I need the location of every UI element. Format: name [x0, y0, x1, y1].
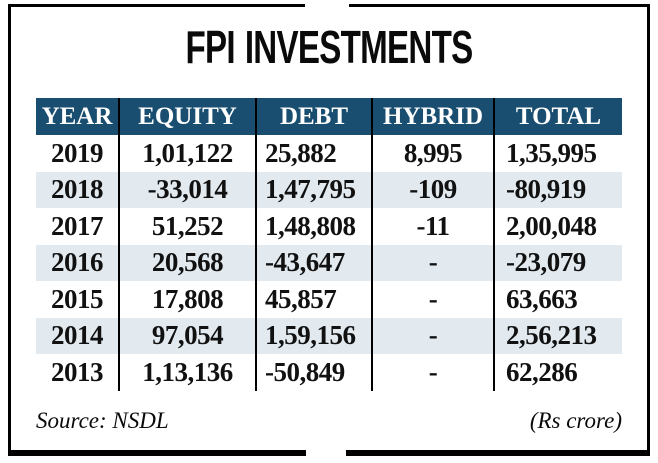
- cell-year: 2019: [51, 137, 104, 168]
- cell-hybrid: 8,995: [371, 135, 493, 172]
- column-header-total: TOTAL: [493, 98, 622, 135]
- cell-equity: 1,01,122: [118, 135, 255, 172]
- frame-gap-bottom: [306, 448, 346, 463]
- table-row: 2019 1,01,122 25,882 8,995 1,35,995: [36, 135, 622, 172]
- cell-hybrid: -: [371, 244, 493, 281]
- cell-year: 2018: [51, 174, 104, 205]
- table-footer: Source: NSDL (Rs crore): [36, 408, 622, 434]
- cell-debt: -43,647: [255, 244, 371, 281]
- fpi-table: YEAR EQUITY DEBT HYBRID TOTAL 2019 1,01,122 25…: [36, 98, 622, 391]
- cell-hybrid: -109: [371, 171, 493, 208]
- cell-equity: 1,13,136: [118, 354, 255, 391]
- table-header-row: YEAR EQUITY DEBT HYBRID TOTAL: [36, 98, 622, 135]
- cell-debt: 1,48,808: [255, 208, 371, 245]
- column-header-hybrid: HYBRID: [371, 98, 493, 135]
- table-row: 2018 -33,014 1,47,795 -109 -80,919: [36, 171, 622, 208]
- cell-equity: -33,014: [118, 171, 255, 208]
- cell-equity: 97,054: [118, 317, 255, 354]
- cell-hybrid: -: [371, 281, 493, 318]
- unit-note: (Rs crore): [529, 408, 622, 433]
- cell-equity: 17,808: [118, 281, 255, 318]
- column-header-year: YEAR: [41, 102, 113, 130]
- table-row: 2013 1,13,136 -50,849-62,286: [36, 354, 622, 391]
- table-body: 2019 1,01,122 25,882 8,995 1,35,995 2018 -33,0…: [36, 135, 622, 391]
- cell-total: 1,35,995: [493, 135, 622, 172]
- cell-equity: 20,568: [118, 244, 255, 281]
- cell-debt: -50,849: [255, 354, 371, 391]
- cell-year: 2017: [51, 210, 104, 241]
- column-header-debt: DEBT: [255, 98, 371, 135]
- page-title: FPI INVESTMENTS: [185, 21, 474, 73]
- cell-total: 63,663: [493, 281, 622, 318]
- frame-gap-top: [305, 0, 349, 10]
- table-row: 2015 17,808 45,857-63,663: [36, 281, 622, 318]
- column-header-equity: EQUITY: [118, 98, 255, 135]
- cell-debt: 45,857: [255, 281, 371, 318]
- cell-year: 2013: [51, 356, 104, 387]
- cell-year: 2014: [51, 320, 104, 351]
- source-note: Source: NSDL: [36, 408, 169, 433]
- cell-debt: 25,882: [255, 135, 371, 172]
- cell-total: -23,079: [493, 244, 622, 281]
- cell-equity: 51,252: [118, 208, 255, 245]
- cell-hybrid: -11: [371, 208, 493, 245]
- cell-year: 2016: [51, 247, 104, 278]
- cell-total: -80,919: [493, 171, 622, 208]
- cell-total: 62,286: [493, 354, 622, 391]
- cell-hybrid: -: [371, 317, 493, 354]
- cell-debt: 1,47,795: [255, 171, 371, 208]
- cell-total: 2,00,048: [493, 208, 622, 245]
- cell-year: 2015: [51, 283, 104, 314]
- cell-debt: 1,59,156: [255, 317, 371, 354]
- table-row: 2014 97,054 1,59,156-2,56,213: [36, 317, 622, 354]
- table-row: 2016 20,568 -43,647- -23,079: [36, 244, 622, 281]
- cell-hybrid: -: [371, 354, 493, 391]
- cell-total: 2,56,213: [493, 317, 622, 354]
- table-row: 2017 51,252 1,48,808 -11 2,00,048: [36, 208, 622, 245]
